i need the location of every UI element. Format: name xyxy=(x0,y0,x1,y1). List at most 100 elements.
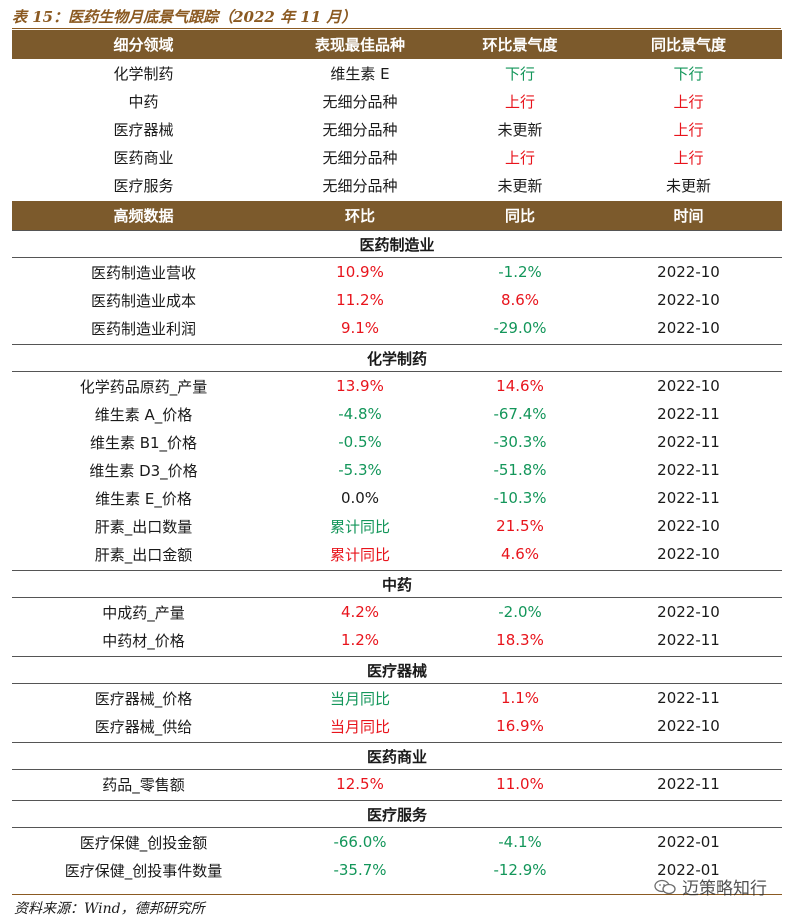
field-cell: 医疗器械 xyxy=(113,120,174,139)
header-cell: 细分领域 xyxy=(113,36,174,54)
mom-cell: 11.2% xyxy=(336,291,384,309)
mom-cell: 0.0% xyxy=(340,489,380,507)
yoy-cell: 1.1% xyxy=(500,689,540,707)
yoy-cell: -4.1% xyxy=(498,833,542,851)
time-cell: 2022-11 xyxy=(657,489,720,507)
indicator-cell: 医药制造业成本 xyxy=(90,291,196,310)
yoy-cell: -51.8% xyxy=(493,461,547,479)
time-cell: 2022-10 xyxy=(657,517,720,535)
yoy-cell: 上行 xyxy=(673,92,704,111)
mom-cell: 下行 xyxy=(504,64,535,83)
yoy-cell: 4.6% xyxy=(500,545,540,563)
sentiment-row: 医疗服务 无细分品种 未更新 未更新 xyxy=(12,171,782,199)
yoy-cell: 14.6% xyxy=(496,377,544,395)
table-row: 医疗保健_创投金额 -66.0% -4.1% 2022-01 xyxy=(12,828,782,856)
mom-cell: 4.2% xyxy=(340,603,380,621)
yoy-cell: 8.6% xyxy=(500,291,540,309)
sentiment-row: 医疗器械 无细分品种 未更新 上行 xyxy=(12,115,782,143)
best-cell: 无细分品种 xyxy=(322,120,398,139)
table-row: 维生素 E_价格 0.0% -10.3% 2022-11 xyxy=(12,484,782,512)
table-row: 医药制造业成本 11.2% 8.6% 2022-10 xyxy=(12,286,782,314)
header-cell: 同比 xyxy=(504,207,535,225)
table-row: 医疗器械_供给 当月同比 16.9% 2022-10 xyxy=(12,712,782,740)
indicator-cell: 维生素 A_价格 xyxy=(94,405,193,424)
table-row: 肝素_出口数量 累计同比 21.5% 2022-10 xyxy=(12,512,782,540)
header-cell: 同比景气度 xyxy=(650,36,726,54)
yoy-cell: 21.5% xyxy=(496,517,544,535)
mom-cell: -5.3% xyxy=(338,461,382,479)
time-cell: 2022-01 xyxy=(657,861,720,879)
indicator-cell: 肝素_出口数量 xyxy=(94,517,193,536)
yoy-cell: -67.4% xyxy=(493,405,547,423)
header-cell: 时间 xyxy=(673,207,704,225)
mom-cell: 上行 xyxy=(504,148,535,167)
yoy-cell: -12.9% xyxy=(493,861,547,879)
table-row: 中成药_产量 4.2% -2.0% 2022-10 xyxy=(12,598,782,626)
indicator-cell: 肝素_出口金额 xyxy=(94,545,193,564)
yoy-cell: 下行 xyxy=(673,64,704,83)
indicator-cell: 药品_零售额 xyxy=(102,775,185,794)
best-cell: 无细分品种 xyxy=(322,148,398,167)
watermark: 迈策略知行 xyxy=(654,874,767,899)
indicator-cell: 医疗器械_价格 xyxy=(94,689,193,708)
indicator-cell: 医疗器械_供给 xyxy=(94,717,193,736)
yoy-cell: 上行 xyxy=(673,148,704,167)
time-cell: 2022-10 xyxy=(657,603,720,621)
hf-header: 高频数据 环比 同比 时间 xyxy=(12,201,782,230)
header-cell: 环比 xyxy=(344,207,375,225)
best-cell: 维生素 E xyxy=(330,64,390,83)
time-cell: 2022-11 xyxy=(657,689,720,707)
table-row: 维生素 B1_价格 -0.5% -30.3% 2022-11 xyxy=(12,428,782,456)
mom-cell: 累计同比 xyxy=(329,545,390,564)
yoy-cell: 18.3% xyxy=(496,631,544,649)
mom-cell: 当月同比 xyxy=(329,717,390,736)
field-cell: 医药商业 xyxy=(113,148,174,167)
section-title: 化学制药 xyxy=(12,344,782,372)
mom-cell: 未更新 xyxy=(497,176,543,195)
time-cell: 2022-11 xyxy=(657,461,720,479)
mom-cell: 13.9% xyxy=(336,377,384,395)
indicator-cell: 医药制造业营收 xyxy=(90,263,196,282)
field-cell: 医疗服务 xyxy=(113,176,174,195)
mom-cell: 上行 xyxy=(504,92,535,111)
time-cell: 2022-10 xyxy=(657,263,720,281)
header-cell: 表现最佳品种 xyxy=(314,36,405,54)
indicator-cell: 维生素 D3_价格 xyxy=(89,461,198,480)
yoy-cell: 未更新 xyxy=(665,176,711,195)
section-title: 医药商业 xyxy=(12,742,782,770)
indicator-cell: 医药制造业利润 xyxy=(90,319,196,338)
table-row: 医疗器械_价格 当月同比 1.1% 2022-11 xyxy=(12,684,782,712)
table-caption: 表 15：医药生物月底景气跟踪（2022 年 11 月） xyxy=(12,8,357,26)
sentiment-row: 化学制药 维生素 E 下行 下行 xyxy=(12,59,782,87)
yoy-cell: 上行 xyxy=(673,120,704,139)
table-row: 医药制造业利润 9.1% -29.0% 2022-10 xyxy=(12,314,782,342)
mom-cell: -35.7% xyxy=(333,861,387,879)
table-row: 医疗保健_创投事件数量 -35.7% -12.9% 2022-01 xyxy=(12,856,782,884)
mom-cell: 1.2% xyxy=(340,631,380,649)
indicator-cell: 维生素 E_价格 xyxy=(95,489,192,508)
mom-cell: 累计同比 xyxy=(329,517,390,536)
table-row: 肝素_出口金额 累计同比 4.6% 2022-10 xyxy=(12,540,782,568)
sentiment-header: 细分领域 表现最佳品种 环比景气度 同比景气度 xyxy=(12,30,782,59)
caption-rule xyxy=(12,28,781,29)
time-cell: 2022-01 xyxy=(657,833,720,851)
table-row: 药品_零售额 12.5% 11.0% 2022-11 xyxy=(12,770,782,798)
mom-cell: -4.8% xyxy=(338,405,382,423)
indicator-cell: 医疗保健_创投事件数量 xyxy=(64,861,223,880)
table-row: 维生素 A_价格 -4.8% -67.4% 2022-11 xyxy=(12,400,782,428)
field-cell: 中药 xyxy=(128,92,159,111)
table-row: 化学药品原药_产量 13.9% 14.6% 2022-10 xyxy=(12,372,782,400)
yoy-cell: 16.9% xyxy=(496,717,544,735)
time-cell: 2022-11 xyxy=(657,405,720,423)
indicator-cell: 化学药品原药_产量 xyxy=(79,377,208,396)
time-cell: 2022-11 xyxy=(657,775,720,793)
time-cell: 2022-10 xyxy=(657,717,720,735)
mom-cell: 未更新 xyxy=(497,120,543,139)
header-cell: 高频数据 xyxy=(113,207,174,225)
indicator-cell: 中成药_产量 xyxy=(102,603,185,622)
source-note: 资料来源：Wind，德邦研究所 xyxy=(14,901,205,917)
sentiment-row: 中药 无细分品种 上行 上行 xyxy=(12,87,782,115)
section-title: 医疗服务 xyxy=(12,800,782,828)
watermark-text: 迈策略知行 xyxy=(682,879,767,899)
time-cell: 2022-10 xyxy=(657,545,720,563)
